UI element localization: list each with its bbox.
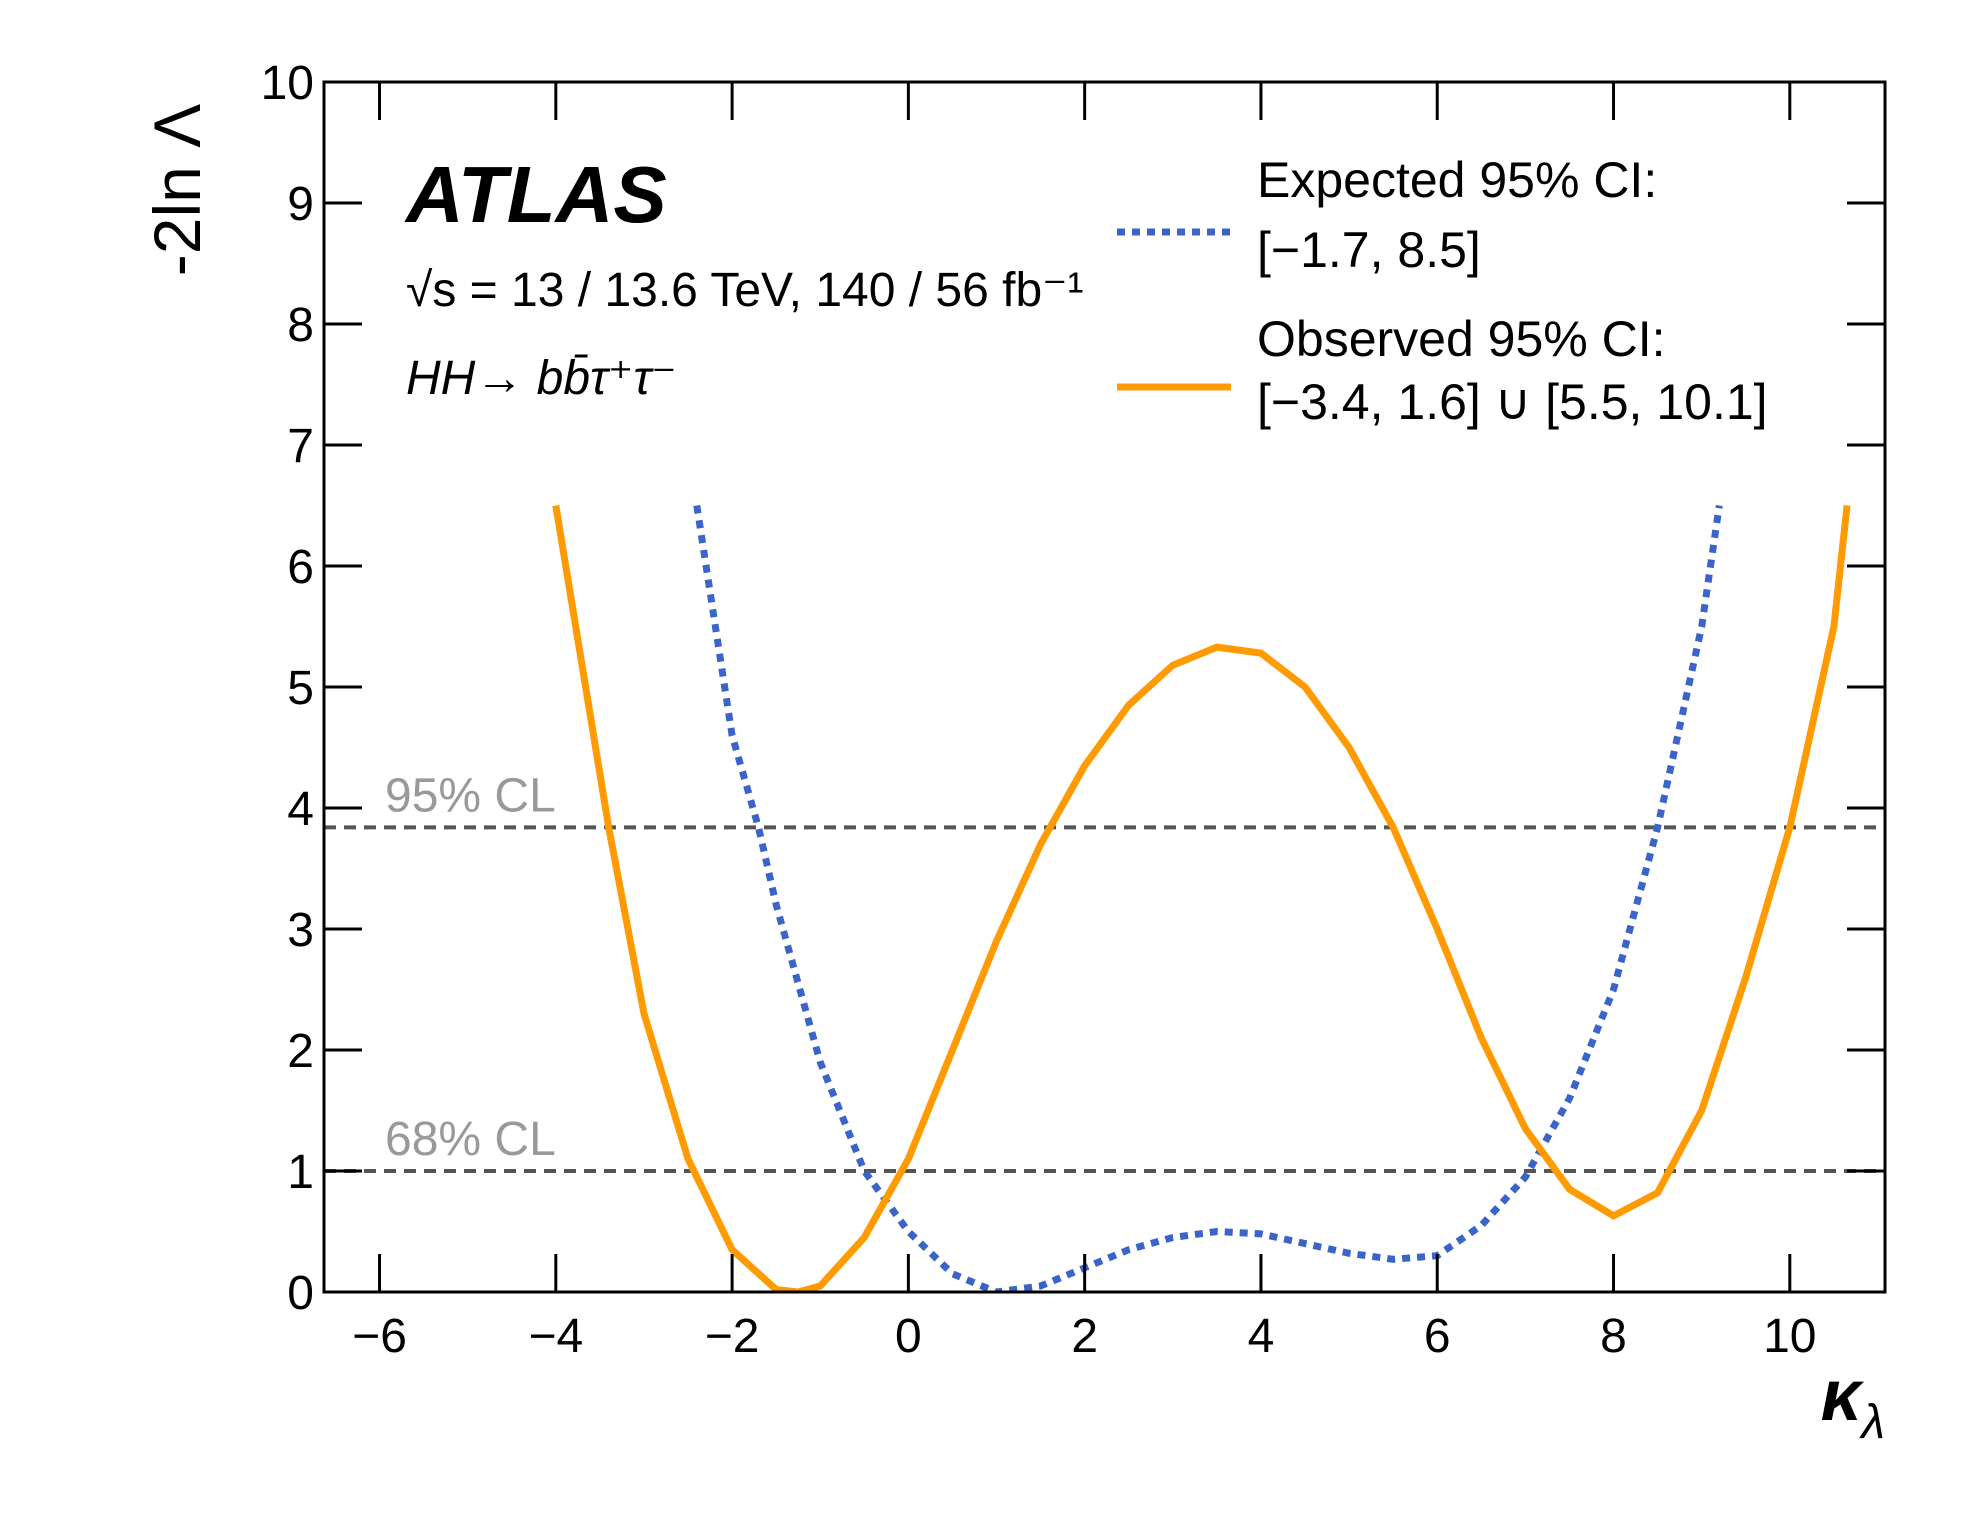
legend-label: Observed 95% CI:	[1257, 311, 1666, 367]
y-tick-label: 9	[287, 178, 314, 231]
data-line	[693, 504, 1723, 1292]
y-tick-label: 5	[287, 662, 314, 715]
energy-label: √s = 13 / 13.6 TeV, 140 / 56 fb⁻¹	[406, 264, 1083, 317]
experiment-label: ATLAS	[404, 150, 667, 239]
x-tick-label: 2	[1071, 1310, 1098, 1363]
x-tick-label: −6	[352, 1310, 407, 1363]
x-tick-label: −4	[528, 1310, 583, 1363]
y-axis-title: -2ln Λ	[140, 104, 214, 276]
y-tick-label: 3	[287, 904, 314, 957]
x-tick-label: −2	[705, 1310, 760, 1363]
x-axis-title-main: κ	[1821, 1356, 1865, 1436]
y-tick-label: 10	[261, 57, 314, 110]
y-tick-label: 1	[287, 1146, 314, 1199]
y-tick-label: 0	[287, 1267, 314, 1320]
data-line	[552, 504, 1851, 1292]
x-axis-title-sub: λ	[1858, 1396, 1885, 1449]
legend-label: Expected 95% CI:	[1257, 152, 1657, 208]
y-tick-label: 4	[287, 783, 314, 836]
y-tick-label: 2	[287, 1025, 314, 1078]
process-label: HH→ bb̄τ⁺τ⁻	[406, 352, 677, 405]
reference-label: 95% CL	[385, 769, 556, 822]
x-tick-label: 10	[1763, 1310, 1816, 1363]
reference-label: 68% CL	[385, 1113, 556, 1166]
y-tick-label: 6	[287, 541, 314, 594]
x-tick-label: 6	[1424, 1310, 1451, 1363]
x-tick-label: 8	[1600, 1310, 1627, 1363]
y-tick-label: 7	[287, 420, 314, 473]
x-tick-label: 4	[1248, 1310, 1275, 1363]
y-tick-label: 8	[287, 299, 314, 352]
legend-interval: [−1.7, 8.5]	[1257, 222, 1481, 278]
x-axis-title: κλ	[1821, 1356, 1885, 1449]
x-tick-label: 0	[895, 1310, 922, 1363]
legend-interval: [−3.4, 1.6] ∪ [5.5, 10.1]	[1257, 374, 1768, 430]
